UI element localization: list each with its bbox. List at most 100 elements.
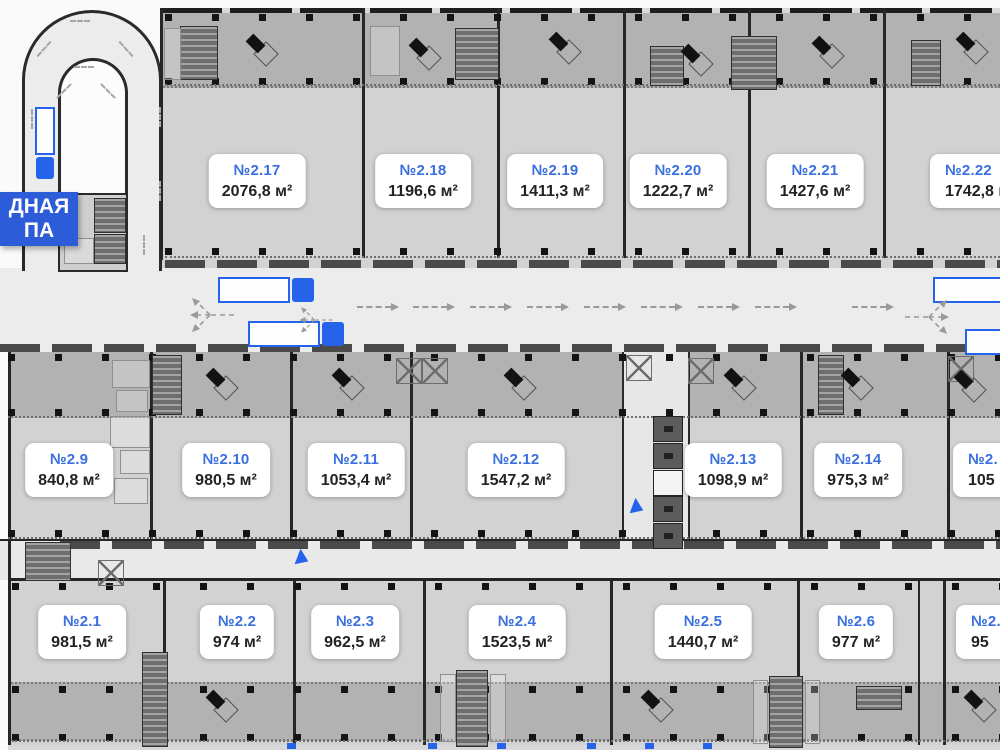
equipment-outline-icon — [114, 478, 148, 504]
shaft-cross-icon — [688, 358, 714, 384]
bottom-edge-marker — [703, 743, 712, 749]
unit-label[interactable]: №2.6 977 м² — [818, 605, 894, 659]
unit-area: 1523,5 м² — [481, 634, 553, 651]
unit-label[interactable]: №2.18 1196,6 м² — [375, 154, 471, 208]
unit-label[interactable]: №2.13 1098,9 м² — [684, 443, 782, 497]
loading-dock-bumpers — [165, 260, 1000, 268]
stairs-icon — [94, 198, 126, 233]
dock-diamond-icon — [723, 367, 757, 401]
unit-wall — [800, 352, 803, 540]
equipment-outline-icon — [490, 674, 506, 742]
equipment-outline-icon — [805, 680, 820, 744]
stairs-icon — [650, 46, 684, 86]
unit-wall — [797, 580, 800, 745]
entrance-badge-line1: ДНАЯ — [8, 194, 70, 218]
dock-diamond-icon — [680, 43, 714, 77]
equipment-outline-icon — [440, 674, 456, 742]
unit-label[interactable]: №2.19 1411,3 м² — [507, 154, 603, 208]
unit-area: 1742,8 м² — [945, 183, 1000, 200]
equipment-outline-icon — [370, 26, 400, 76]
dock-diamond-icon — [640, 689, 674, 723]
unit-number: №2.6 — [836, 613, 876, 630]
unit-label[interactable]: №2. 95 — [956, 605, 1000, 659]
unit-number: №2.21 — [791, 162, 839, 179]
unit-label[interactable]: №2.21 1427,6 м² — [766, 154, 864, 208]
unit-label[interactable]: №2.14 975,3 м² — [814, 443, 902, 497]
unit-label[interactable]: №2.20 1222,7 м² — [629, 154, 727, 208]
grid-dotline — [165, 256, 1000, 258]
unit-area: 975,3 м² — [827, 472, 889, 489]
unit-label[interactable]: №2.11 1053,4 м² — [307, 443, 405, 497]
unit-area: 1196,6 м² — [388, 183, 458, 200]
unit-wall — [423, 580, 426, 745]
unit-wall — [160, 8, 163, 260]
stairs-icon — [25, 542, 71, 581]
unit-area: 980,5 м² — [195, 472, 257, 489]
equipment-outline-icon — [116, 390, 148, 412]
column-row — [12, 734, 1000, 741]
bottom-edge-marker — [587, 743, 596, 749]
shaft-cross-icon — [98, 560, 124, 586]
flow-arrow-icon — [755, 303, 797, 311]
unit-number: №2.20 — [654, 162, 702, 179]
equipment-outline-icon — [753, 680, 768, 744]
branch-arrow-icon — [298, 304, 334, 336]
unit-wall — [883, 8, 886, 258]
marker-flag-icon — [291, 547, 309, 565]
unit-wall — [293, 580, 296, 745]
lane-dash — [31, 109, 33, 129]
dock-diamond-icon — [840, 367, 874, 401]
top-outer-wall — [160, 8, 1000, 13]
stairs-icon — [911, 40, 941, 86]
unit-wall — [290, 352, 293, 540]
column-row — [8, 530, 1000, 537]
dock-diamond-icon — [963, 689, 997, 723]
unit-label[interactable]: №2.4 1523,5 м² — [468, 605, 566, 659]
unit-label[interactable]: №2.9 840,8 м² — [25, 443, 113, 497]
equipment-outline-icon — [112, 360, 150, 388]
unit-label[interactable]: №2.1 981,5 м² — [38, 605, 126, 659]
elevator-icon — [653, 443, 683, 469]
truck-icon — [965, 329, 1000, 355]
dock-diamond-icon — [953, 369, 987, 403]
unit-wall — [918, 580, 920, 745]
unit-label[interactable]: №2. 105 — [953, 443, 1000, 497]
unit-label[interactable]: №2.10 980,5 м² — [182, 443, 270, 497]
column-row — [8, 409, 1000, 416]
stairs-icon — [455, 28, 499, 80]
unit-number: №2.3 — [335, 613, 375, 630]
unit-wall — [497, 8, 500, 258]
elevator-icon — [653, 523, 683, 549]
unit-number: №2.13 — [709, 451, 757, 468]
unit-wall — [947, 352, 950, 540]
unit-wall — [623, 8, 626, 258]
unit-label[interactable]: №2.17 2076,8 м² — [208, 154, 306, 208]
unit-area: 962,5 м² — [324, 634, 386, 651]
branch-arrow-icon — [188, 294, 236, 336]
unit-area: 95 — [971, 634, 989, 651]
unit-area: 981,5 м² — [51, 634, 113, 651]
unit-area: 105 — [968, 472, 995, 489]
flow-arrow-icon — [641, 303, 683, 311]
flow-arrow-icon — [527, 303, 569, 311]
unit-area: 1427,6 м² — [779, 183, 851, 200]
unit-area: 977 м² — [831, 634, 881, 651]
elevator-icon — [653, 496, 683, 522]
unit-number: №2. — [968, 451, 998, 468]
unit-label[interactable]: №2.12 1547,2 м² — [467, 443, 565, 497]
unit-number: №2.19 — [531, 162, 579, 179]
unit-area: 1053,4 м² — [320, 472, 392, 489]
unit-label[interactable]: №2.2 974 м² — [199, 605, 275, 659]
unit-number: №2.18 — [399, 162, 447, 179]
entrance-group-badge: ДНАЯ ПА — [0, 192, 78, 246]
truck-icon — [35, 107, 55, 179]
unit-label[interactable]: №2.5 1440,7 м² — [654, 605, 752, 659]
unit-label[interactable]: №2.22 1742,8 м² — [930, 154, 1000, 208]
equipment-outline-icon — [120, 450, 150, 474]
truck-icon — [933, 277, 1000, 303]
unit-number: №2.5 — [683, 613, 723, 630]
unit-number: №2.17 — [233, 162, 281, 179]
unit-label[interactable]: №2.3 962,5 м² — [311, 605, 399, 659]
unit-area: 1098,9 м² — [697, 472, 769, 489]
unit-number: №2.10 — [202, 451, 250, 468]
